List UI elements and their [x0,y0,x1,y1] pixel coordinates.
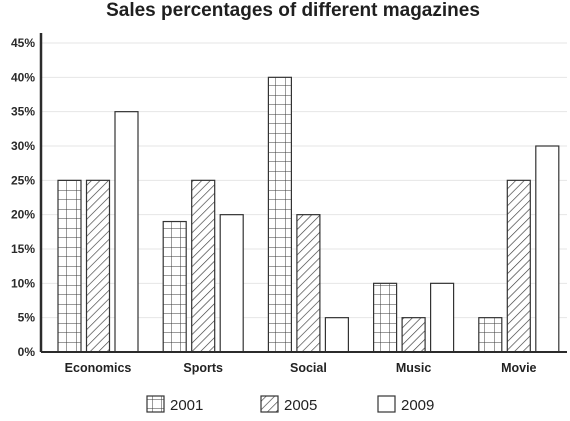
y-tick-label: 25% [11,173,35,187]
bar-social-2005 [296,214,321,353]
x-category-label: Social [290,361,327,375]
y-tick-label: 15% [11,242,35,256]
y-tick-label: 20% [11,208,35,222]
bar-movie-2001 [478,317,503,353]
y-tick-label: 0% [18,345,36,359]
bar-economics-2005 [85,179,111,353]
bar-sports-2009 [219,214,244,353]
y-tick-label: 45% [11,36,35,50]
bar-sports-2005 [191,179,216,353]
bar-movie-2009 [535,145,560,353]
legend-swatch-2009 [377,395,396,413]
x-category-label: Sports [183,361,223,375]
y-tick-label: 35% [11,105,35,119]
y-tick-label: 40% [11,70,35,84]
legend-label: 2001 [170,397,203,414]
bar-sports-2001 [162,220,187,353]
x-axis-categories: Economics Sports Social Music Movie [65,361,537,375]
bar-economics-2001 [57,179,82,353]
legend-label: 2005 [284,397,317,414]
x-category-label: Movie [501,361,536,375]
bar-movie-2005 [506,179,531,353]
y-tick-label: 5% [18,311,36,325]
y-axis-ticks: 0% 5% 10% 15% 20% 25% 30% 35% 40% 45% [11,36,35,359]
legend-swatch-2005 [260,395,279,413]
bar-music-2009 [430,282,455,353]
x-category-label: Economics [65,361,132,375]
y-tick-label: 10% [11,276,35,290]
legend: 2001 2005 2009 [146,395,434,414]
bar-music-2001 [373,282,398,353]
bar-social-2009 [324,317,349,353]
y-tick-label: 30% [11,139,35,153]
bar-social-2001 [267,76,292,353]
bar-music-2005 [401,317,426,353]
x-category-label: Music [396,361,431,375]
legend-swatch-2001 [146,395,165,413]
bar-economics-2009 [114,111,139,353]
bars [57,76,560,353]
legend-label: 2009 [401,397,434,414]
chart-title: Sales percentages of different magazines [106,0,480,21]
